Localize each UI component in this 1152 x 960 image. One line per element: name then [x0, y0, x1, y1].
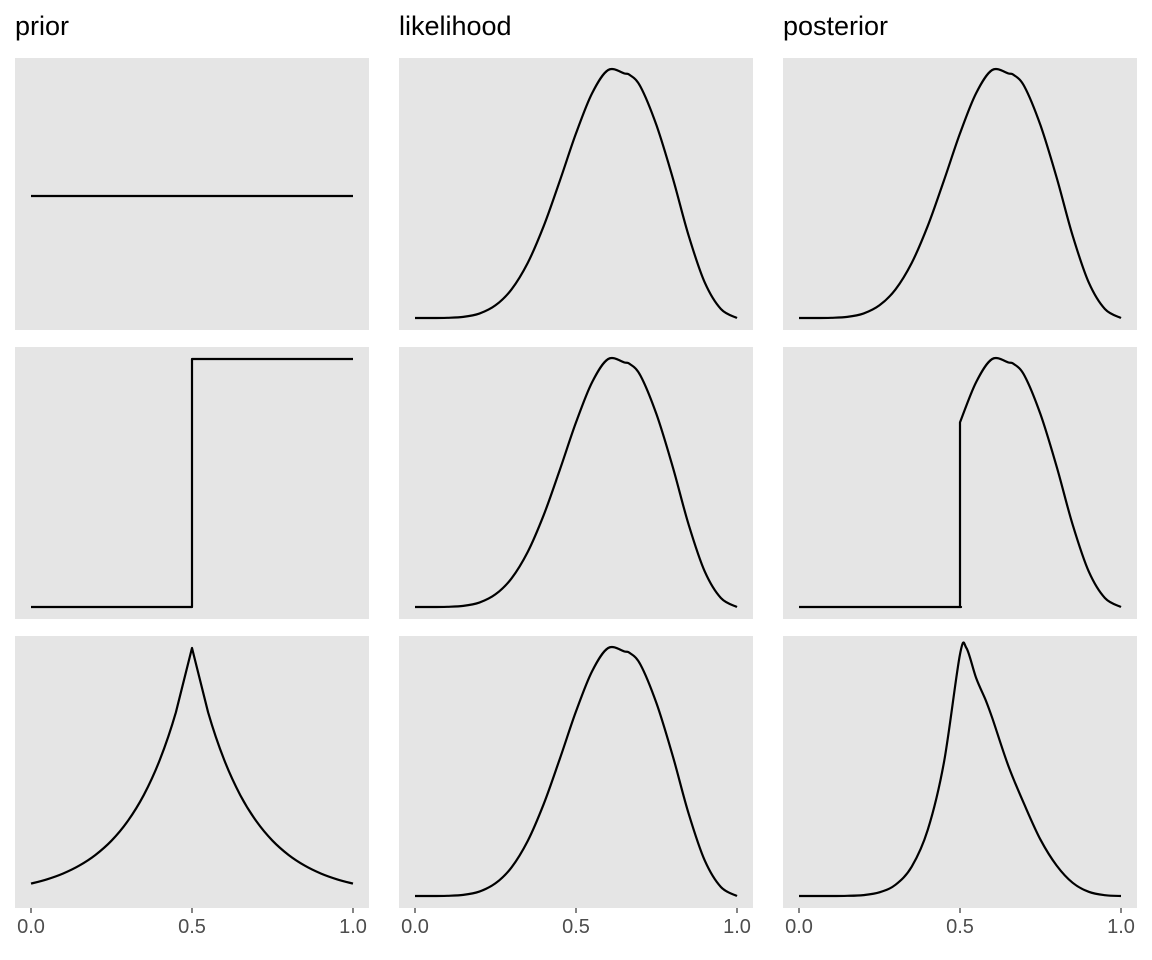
series-line: [415, 645, 738, 898]
panel-background: [399, 636, 753, 908]
series-line: [30, 646, 354, 885]
panel-posterior-row-2: [783, 347, 1137, 619]
panel-likelihood-row-2: [399, 347, 753, 619]
x-tick-label: 1.0: [339, 916, 367, 938]
series-line: [415, 67, 738, 320]
panel-prior-row-3: 0.0 0.5 1.0: [15, 636, 369, 938]
series-line: [798, 356, 1122, 609]
panel-likelihood-row-3: 0.0 0.5 1.0: [399, 636, 753, 938]
x-tick-label: 0.5: [178, 916, 206, 938]
panel-background: [783, 58, 1137, 330]
panel-background: [399, 58, 753, 330]
series-line: [799, 67, 1122, 320]
panel-prior-row-1: [15, 58, 369, 330]
x-tick-label: 0.0: [785, 916, 813, 938]
panel-background: [783, 636, 1137, 908]
series-line: [799, 641, 1122, 898]
panel-prior-row-2: [15, 347, 369, 619]
column-title-posterior: posterior: [783, 11, 889, 41]
x-tick-label: 1.0: [723, 916, 751, 938]
x-tick-label: 0.5: [562, 916, 590, 938]
panel-background: [15, 58, 369, 330]
series-line: [31, 357, 353, 609]
column-title-likelihood: likelihood: [399, 11, 512, 41]
panel-likelihood-row-1: [399, 58, 753, 330]
panel-background: [399, 347, 753, 619]
x-tick-label: 0.5: [946, 916, 974, 938]
x-tick-label: 1.0: [1107, 916, 1135, 938]
x-tick-label: 0.0: [401, 916, 429, 938]
series-line: [414, 356, 738, 609]
panel-posterior-row-1: [783, 58, 1137, 330]
panel-posterior-row-3: 0.0 0.5 1.0: [783, 636, 1137, 938]
column-title-prior: prior: [15, 11, 70, 41]
panel-background: [15, 636, 369, 908]
x-tick-label: 0.0: [17, 916, 45, 938]
